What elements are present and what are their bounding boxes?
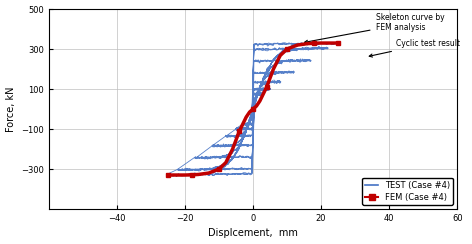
Text: Skeleton curve by
FEM analysis: Skeleton curve by FEM analysis xyxy=(304,13,444,43)
Y-axis label: Force, kN: Force, kN xyxy=(6,86,16,132)
X-axis label: Displcement,  mm: Displcement, mm xyxy=(208,228,298,238)
Legend: TEST (Case #4), FEM (Case #4): TEST (Case #4), FEM (Case #4) xyxy=(362,178,453,205)
Text: Cyclic test result: Cyclic test result xyxy=(369,39,460,57)
